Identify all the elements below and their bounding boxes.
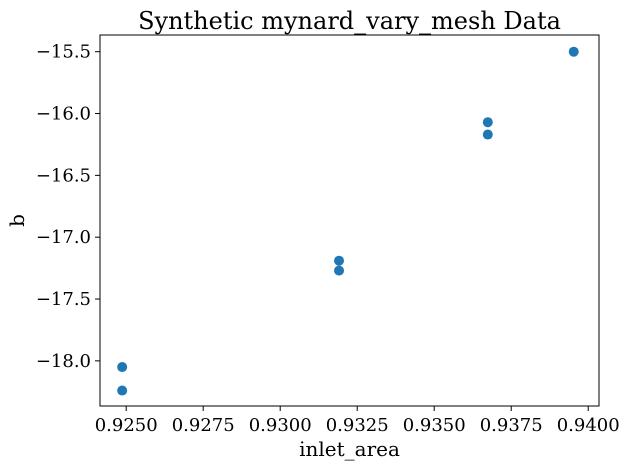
y-tick-label: −17.5 <box>36 289 91 310</box>
data-point <box>568 46 579 57</box>
data-point <box>117 362 128 373</box>
data-point <box>117 385 128 396</box>
y-axis: −15.5 −16.0 −16.5 −17.0 −17.5 −18.0 <box>36 42 100 372</box>
data-point <box>482 129 493 140</box>
plot-area <box>117 46 579 396</box>
x-axis: 0.9250 0.9275 0.9300 0.9325 0.9350 0.9375 0.94… <box>95 406 620 436</box>
data-point <box>334 265 345 276</box>
data-point <box>334 255 345 266</box>
y-tick-label: −17.0 <box>36 227 91 248</box>
data-point <box>482 117 493 128</box>
y-tick-label: −16.0 <box>36 104 91 125</box>
x-tick-label: 0.9250 <box>95 415 158 436</box>
x-tick-label: 0.9300 <box>249 415 312 436</box>
x-tick-label: 0.9400 <box>557 415 620 436</box>
x-axis-label: inlet_area <box>299 437 400 461</box>
x-tick-label: 0.9325 <box>326 415 389 436</box>
plot-frame <box>99 34 600 407</box>
y-tick-label: −15.5 <box>36 42 91 63</box>
x-tick-label: 0.9375 <box>480 415 543 436</box>
y-tick-label: −18.0 <box>36 351 91 372</box>
y-axis-label: b <box>5 214 29 227</box>
x-tick-label: 0.9350 <box>403 415 466 436</box>
chart-title: Synthetic mynard_vary_mesh Data <box>138 7 561 35</box>
y-tick-label: −16.5 <box>36 165 91 186</box>
x-tick-label: 0.9275 <box>172 415 235 436</box>
